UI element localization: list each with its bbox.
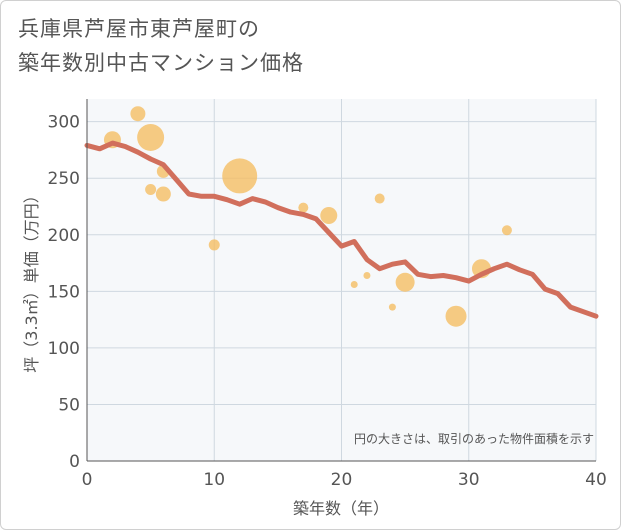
y-tick-label: 300 — [48, 113, 80, 133]
trend-line — [84, 140, 599, 319]
bubble-point — [445, 305, 467, 327]
y-tick-label: 200 — [48, 226, 80, 246]
bubble-point — [145, 184, 157, 195]
y-tick-label: 150 — [48, 282, 80, 302]
x-tick-label: 40 — [585, 470, 607, 490]
bubble-point — [137, 123, 165, 151]
bubble-point — [298, 202, 309, 213]
axes: 0 50 100 150 200 250 300 0 10 20 30 40 — [48, 99, 607, 490]
x-tick-label: 0 — [82, 470, 93, 490]
trend-line-group — [84, 140, 599, 319]
bubble-point — [222, 158, 258, 194]
x-axis-label: 築年数（年） — [293, 499, 389, 518]
bubble-point — [395, 272, 415, 292]
chart-title: 兵庫県芦屋市東芦屋町の 築年数別中古マンション価格 — [18, 12, 304, 80]
bubble-point — [374, 193, 385, 204]
y-tick-label: 0 — [69, 452, 80, 472]
bubble-point — [130, 106, 146, 122]
y-tick-label: 50 — [58, 395, 80, 415]
bubble-point — [320, 207, 338, 225]
bubble-point — [501, 225, 512, 236]
x-tick-label: 10 — [203, 470, 225, 490]
bubble-point — [208, 239, 220, 251]
bubble-size-note: 円の大きさは、取引のあった物件面積を示す — [354, 431, 594, 446]
y-axis-label: 坪（3.3㎡）単価（万円） — [22, 187, 41, 372]
x-tick-label: 20 — [331, 470, 353, 490]
x-tick-label: 30 — [458, 470, 480, 490]
chart-title-line-1: 兵庫県芦屋市東芦屋町の — [18, 17, 260, 41]
bubble-point — [350, 281, 358, 289]
bubble-point — [155, 186, 171, 202]
bubble-point — [388, 303, 396, 311]
y-tick-label: 100 — [48, 339, 80, 359]
chart-title-line-2: 築年数別中古マンション価格 — [18, 51, 304, 75]
y-tick-label: 250 — [48, 169, 80, 189]
bubble-point — [363, 271, 371, 279]
